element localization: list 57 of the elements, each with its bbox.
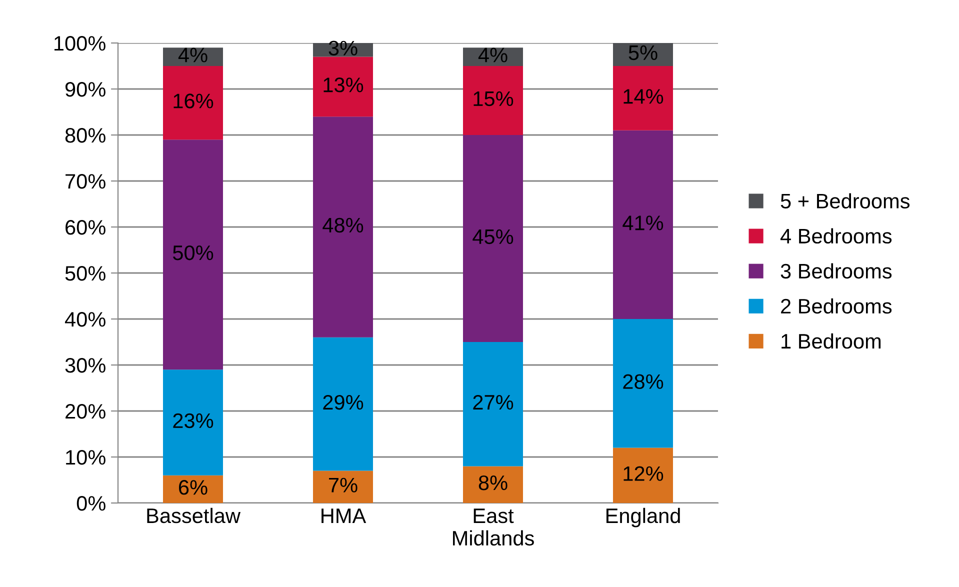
data-label: 8%: [478, 475, 508, 490]
legend-label: 3 Bedrooms: [780, 263, 892, 279]
bar: [313, 116, 373, 338]
bar: [163, 370, 223, 476]
x-tick-label: England: [606, 508, 680, 528]
data-label: 14%: [624, 89, 664, 104]
y-tick-label: 50%: [65, 266, 106, 281]
data-label: 7%: [329, 478, 358, 492]
data-label: 45%: [472, 229, 514, 244]
y-tick-label: 20%: [66, 404, 106, 419]
bar: [613, 66, 673, 130]
y-tick-label: 100%: [54, 36, 106, 51]
data-label: 29%: [323, 394, 364, 410]
legend-label: 1 Bedroom: [782, 333, 881, 349]
bar: [613, 130, 673, 319]
data-label: 27%: [473, 394, 514, 410]
bar: [313, 337, 373, 471]
data-label: 4%: [178, 48, 208, 62]
x-tick-label: Bassetlaw: [147, 508, 241, 524]
legend-label: 4 Bedrooms: [780, 228, 892, 244]
data-label: 12%: [624, 466, 664, 481]
y-tick-label: 70%: [66, 174, 106, 189]
data-label: 3%: [328, 40, 358, 56]
data-label: 4%: [478, 48, 508, 62]
x-tick-label: HMA: [322, 508, 366, 523]
bar: [613, 319, 673, 448]
data-label: 6%: [179, 480, 208, 495]
bar: [313, 470, 373, 503]
data-label: 5%: [628, 45, 658, 60]
y-tick-label: 10%: [66, 450, 106, 465]
bar: [463, 135, 523, 342]
bar: [613, 448, 673, 503]
y-tick-label: 60%: [66, 220, 106, 235]
x-tick-label: East Midlands: [453, 508, 534, 546]
bar: [463, 466, 523, 503]
data-label: 13%: [324, 78, 364, 92]
y-tick-label: 80%: [65, 128, 106, 143]
data-label: 16%: [174, 94, 214, 108]
data-label: 15%: [474, 91, 514, 106]
bar: [313, 56, 373, 117]
y-tick-label: 30%: [65, 358, 106, 373]
bar: [463, 66, 523, 135]
y-tick-label: 40%: [64, 312, 106, 327]
bar: [163, 140, 223, 370]
bar: [163, 66, 223, 140]
data-label: 23%: [173, 413, 214, 428]
y-tick-label: 90%: [65, 82, 106, 97]
data-label: 28%: [623, 374, 664, 389]
bar: [163, 475, 223, 503]
data-label: 50%: [172, 245, 214, 260]
bar: [463, 342, 523, 466]
data-label: 48%: [322, 218, 364, 233]
bar: [613, 43, 673, 66]
data-label: 41%: [622, 216, 664, 230]
y-tick-label: 0%: [76, 496, 106, 511]
legend-label: 2 Bedrooms: [781, 298, 892, 314]
legend-label: 5 + Bedrooms: [780, 193, 910, 208]
